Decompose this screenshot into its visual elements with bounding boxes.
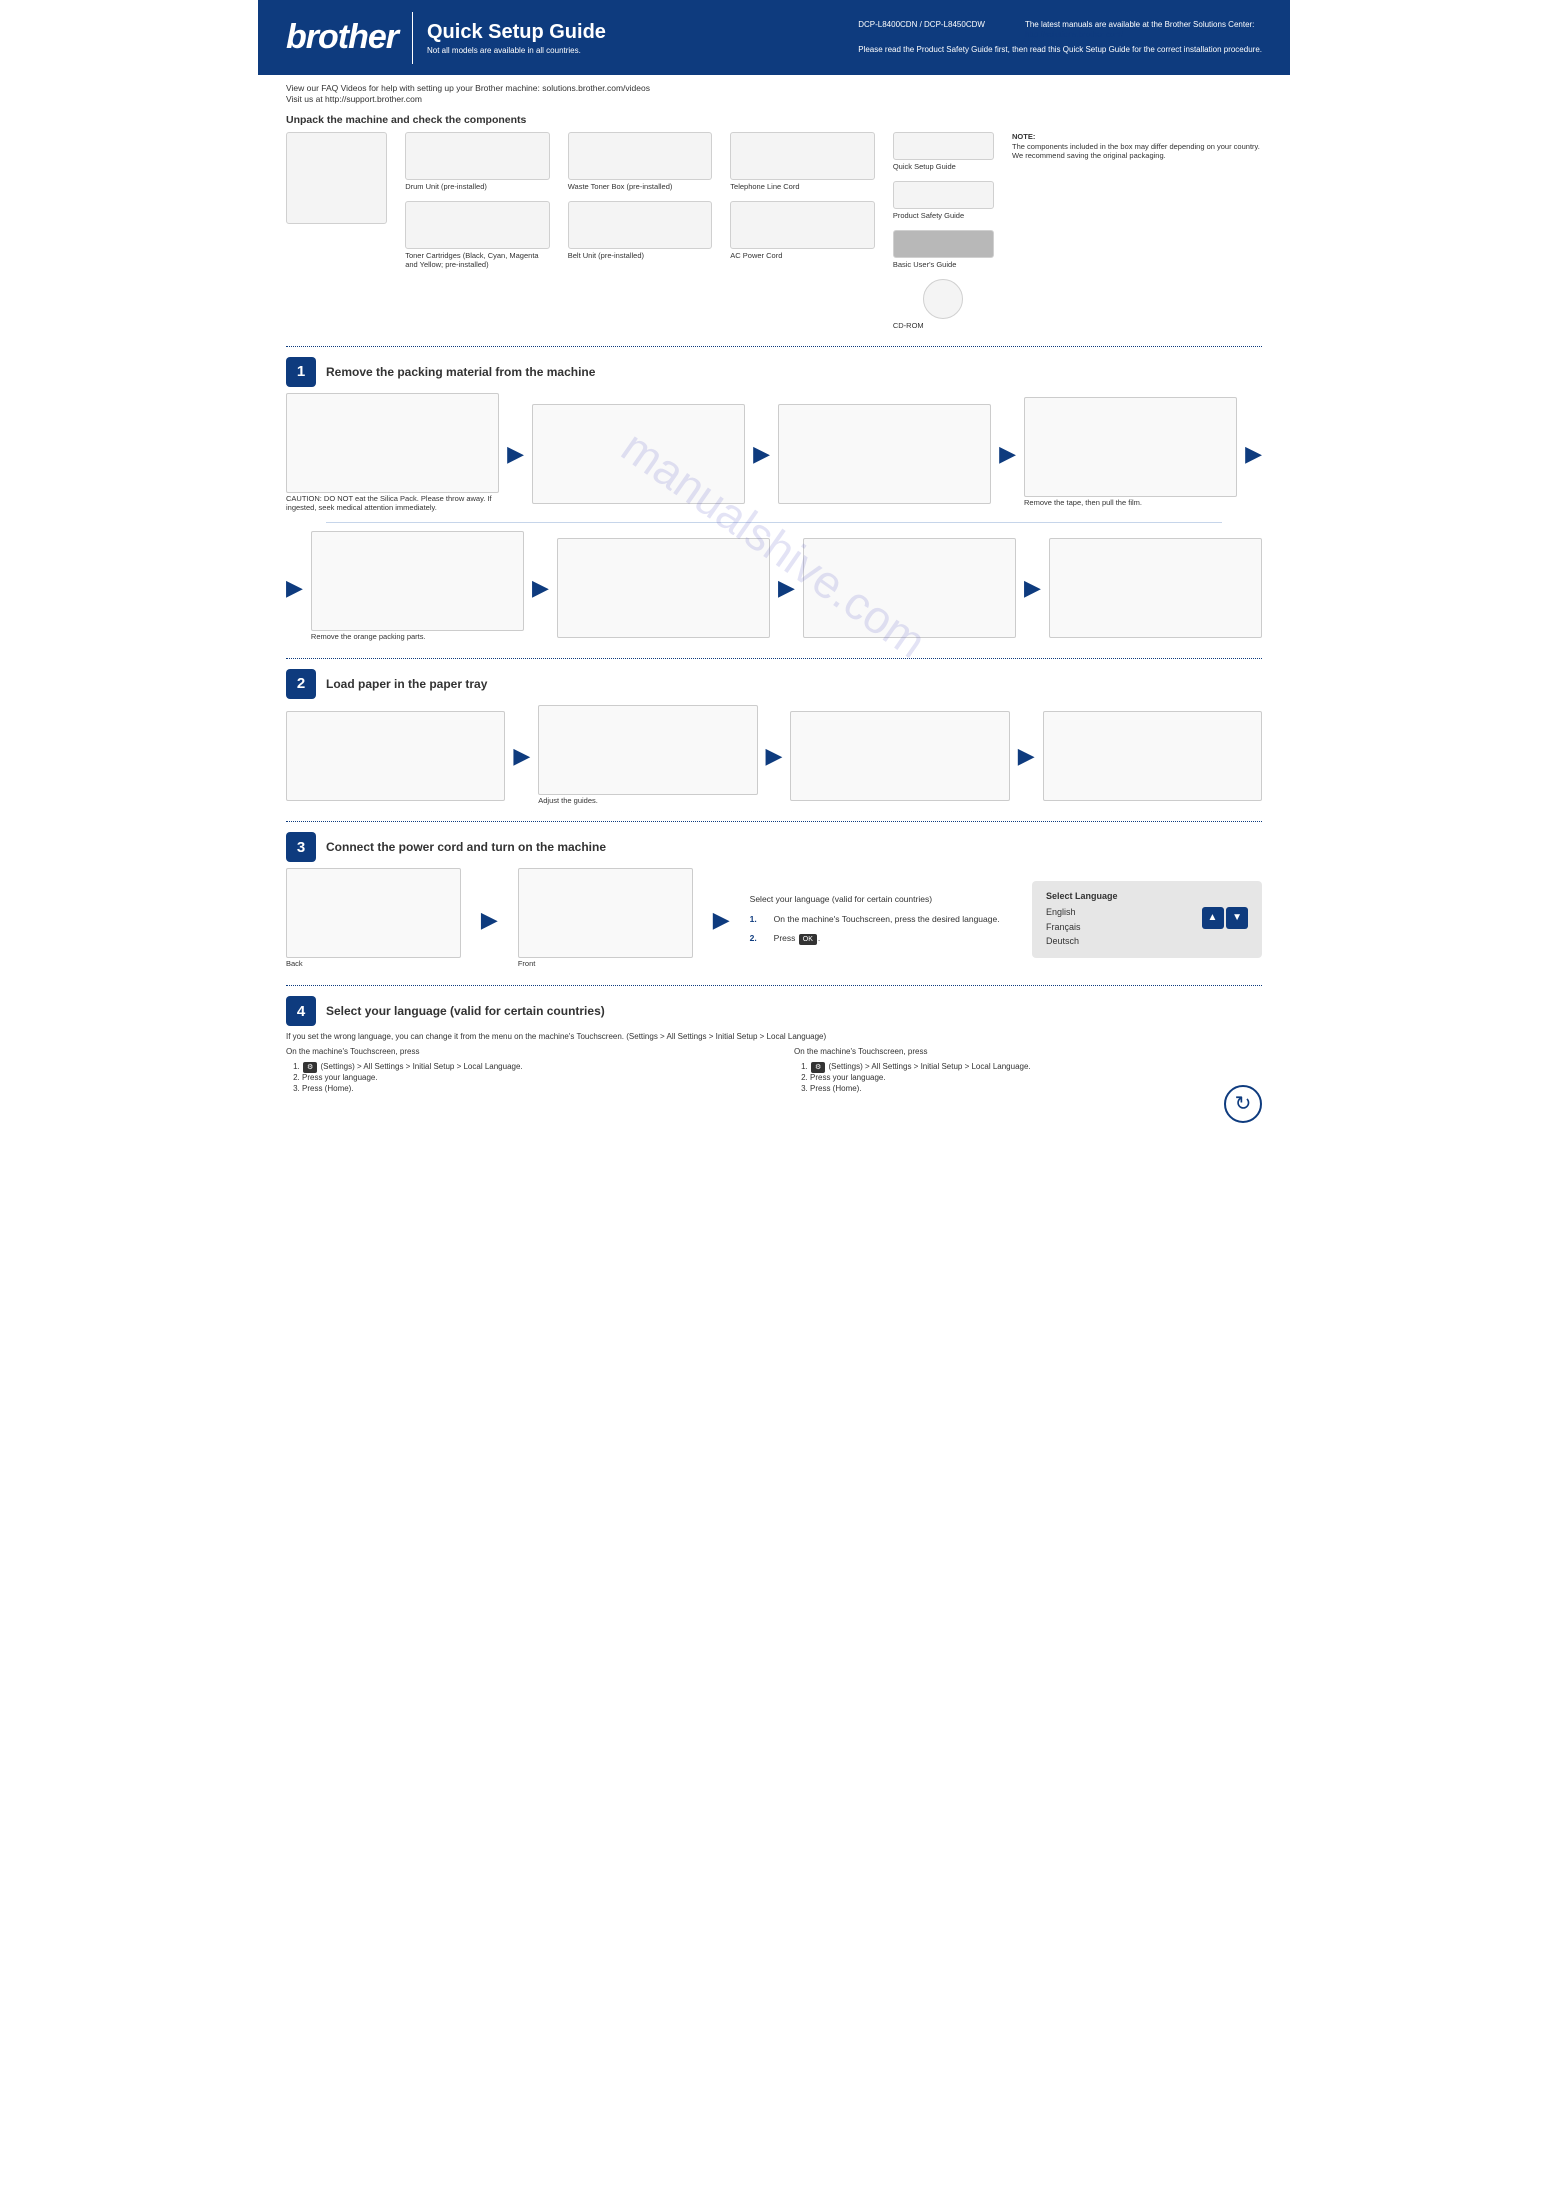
unpack-title: Unpack the machine and check the compone… bbox=[258, 114, 1290, 126]
lang-step-2: 2. Press OK. bbox=[750, 933, 1012, 945]
divider-2 bbox=[286, 658, 1262, 659]
s1-cap-tape: Remove the tape, then pull the film. bbox=[1024, 497, 1237, 510]
arrow-icon: ▶ bbox=[1018, 743, 1035, 769]
intro-text: View our FAQ Videos for help with settin… bbox=[258, 75, 1290, 110]
s4a-item: Press (Home). bbox=[302, 1084, 754, 1095]
item-toners: Toner Cartridges (Black, Cyan, Magenta a… bbox=[405, 201, 550, 269]
ok-key: OK bbox=[799, 934, 817, 945]
arrow-icon: ▶ bbox=[481, 907, 498, 933]
lang-step-1: 1. On the machine's Touchscreen, press t… bbox=[750, 914, 1012, 925]
arrow-icon: ▶ bbox=[1245, 441, 1262, 467]
page-flip-icon: ↻ bbox=[1224, 1085, 1262, 1123]
unpack-note: NOTE: The components included in the box… bbox=[1012, 132, 1262, 161]
lang-intro: Select your language (valid for certain … bbox=[750, 894, 1012, 905]
s3-cap-back: Back bbox=[286, 958, 461, 971]
step1-title: Remove the packing material from the mac… bbox=[326, 365, 595, 379]
step-3: 3 Connect the power cord and turn on the… bbox=[258, 828, 1290, 979]
s1-illus-c bbox=[778, 404, 991, 504]
s2-illus-b bbox=[538, 705, 757, 795]
arrow-icon: ▶ bbox=[513, 743, 530, 769]
divider-4 bbox=[286, 985, 1262, 986]
divider-1 bbox=[286, 346, 1262, 347]
item-cdrom: CD-ROM bbox=[893, 279, 994, 330]
step4-number: 4 bbox=[286, 996, 316, 1026]
item-psg: Product Safety Guide bbox=[893, 181, 994, 220]
s1-illus-g bbox=[803, 538, 1016, 638]
step1-number: 1 bbox=[286, 357, 316, 387]
step3-number: 3 bbox=[286, 832, 316, 862]
arrow-icon: ▶ bbox=[1024, 575, 1041, 601]
s3-illus-b bbox=[518, 868, 693, 958]
step-4: 4 Select your language (valid for certai… bbox=[258, 992, 1290, 1103]
s2-cap-adjust: Adjust the guides. bbox=[538, 795, 757, 808]
arrow-icon: ▶ bbox=[999, 441, 1016, 467]
lang-option[interactable]: Deutsch bbox=[1046, 934, 1118, 948]
s1-illus-d bbox=[1024, 397, 1237, 497]
step2-title: Load paper in the paper tray bbox=[326, 677, 487, 691]
s1-illus-b bbox=[532, 404, 745, 504]
step3-title: Connect the power cord and turn on the m… bbox=[326, 840, 606, 854]
doc-title: Quick Setup Guide bbox=[427, 21, 606, 44]
header-title-block: Quick Setup Guide Not all models are ava… bbox=[427, 21, 606, 55]
s4a-item: ⚙ (Settings) > All Settings > Initial Se… bbox=[302, 1062, 754, 1073]
step4-title: Select your language (valid for certain … bbox=[326, 1004, 605, 1018]
s1-cap-caution: CAUTION: DO NOT eat the Silica Pack. Ple… bbox=[286, 493, 499, 514]
item-drum: Drum Unit (pre-installed) bbox=[405, 132, 550, 191]
s3-illus-a bbox=[286, 868, 461, 958]
lang-label: Select Language bbox=[1046, 891, 1118, 901]
header-bar: brother Quick Setup Guide Not all models… bbox=[258, 0, 1290, 75]
step-2: 2 Load paper in the paper tray ▶ Adjust … bbox=[258, 665, 1290, 816]
header-note2: Please read the Product Safety Guide fir… bbox=[858, 45, 1262, 55]
s1-illus-a bbox=[286, 393, 499, 493]
item-power-cord: AC Power Cord bbox=[730, 201, 875, 260]
s1-illus-e bbox=[311, 531, 524, 631]
item-printer bbox=[286, 132, 387, 224]
language-selector-box: Select Language English Français Deutsch… bbox=[1032, 881, 1262, 958]
s4b-item: ⚙ (Settings) > All Settings > Initial Se… bbox=[810, 1062, 1262, 1073]
arrow-icon: ▶ bbox=[713, 907, 730, 933]
arrow-icon: ▶ bbox=[286, 575, 303, 601]
s1-illus-h bbox=[1049, 538, 1262, 638]
lang-option[interactable]: Français bbox=[1046, 920, 1118, 934]
divider-3 bbox=[286, 821, 1262, 822]
arrow-icon: ▶ bbox=[766, 743, 783, 769]
models: DCP-L8400CDN / DCP-L8450CDW bbox=[858, 20, 985, 41]
sub-divider bbox=[326, 522, 1222, 523]
s3-cap-front: Front bbox=[518, 958, 693, 971]
brother-logo: brother bbox=[286, 18, 398, 57]
item-bug: Basic User's Guide bbox=[893, 230, 994, 269]
step2-number: 2 bbox=[286, 669, 316, 699]
lang-option[interactable]: English bbox=[1046, 905, 1118, 919]
s1-illus-f bbox=[557, 538, 770, 638]
arrow-icon: ▶ bbox=[532, 575, 549, 601]
arrow-icon: ▶ bbox=[753, 441, 770, 467]
s2-illus-a bbox=[286, 711, 505, 801]
arrow-icon: ▶ bbox=[778, 575, 795, 601]
s2-illus-c bbox=[790, 711, 1009, 801]
scroll-up-button[interactable]: ▲ bbox=[1202, 907, 1224, 929]
item-waste: Waste Toner Box (pre-installed) bbox=[568, 132, 713, 191]
settings-icon: ⚙ bbox=[811, 1062, 825, 1073]
logo-divider bbox=[412, 12, 413, 64]
s2-illus-d bbox=[1043, 711, 1262, 801]
s4b-item: Press your language. bbox=[810, 1073, 1262, 1084]
s4b-item: Press (Home). bbox=[810, 1084, 1262, 1095]
arrow-icon: ▶ bbox=[507, 441, 524, 467]
scroll-down-button[interactable]: ▼ bbox=[1226, 907, 1248, 929]
s1-cap-orange: Remove the orange packing parts. bbox=[311, 631, 524, 644]
language-select-block: Select your language (valid for certain … bbox=[750, 894, 1012, 945]
s4a-item: Press your language. bbox=[302, 1073, 754, 1084]
settings-icon: ⚙ bbox=[303, 1062, 317, 1073]
item-phone-cord: Telephone Line Cord bbox=[730, 132, 875, 191]
header-note1: The latest manuals are available at the … bbox=[1025, 20, 1254, 41]
header-right: DCP-L8400CDN / DCP-L8450CDW The latest m… bbox=[858, 20, 1262, 55]
step-1: 1 Remove the packing material from the m… bbox=[258, 353, 1290, 652]
step4-intro: If you set the wrong language, you can c… bbox=[286, 1032, 1262, 1041]
step4-col-a: On the machine's Touchscreen, press ⚙ (S… bbox=[286, 1047, 754, 1095]
models-note: Not all models are available in all coun… bbox=[427, 46, 606, 55]
item-belt: Belt Unit (pre-installed) bbox=[568, 201, 713, 260]
step4-col-b: On the machine's Touchscreen, press ⚙ (S… bbox=[794, 1047, 1262, 1095]
unpack-section: Drum Unit (pre-installed) Toner Cartridg… bbox=[258, 126, 1290, 340]
item-qsg: Quick Setup Guide bbox=[893, 132, 994, 171]
